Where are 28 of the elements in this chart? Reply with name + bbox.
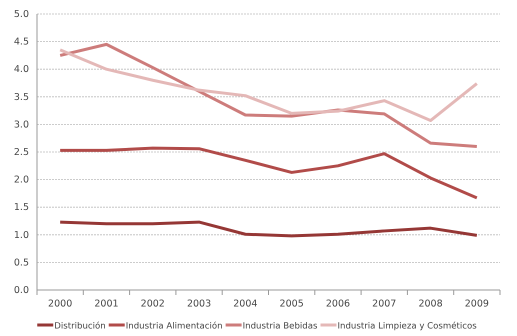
- line-series: [58, 48, 478, 122]
- legend-label: Industria Alimentación: [126, 322, 223, 332]
- y-tick-label: 2.0: [14, 174, 29, 186]
- line-series: [58, 220, 478, 238]
- y-tick-label: 3.5: [14, 92, 29, 103]
- x-tick-label: 2004: [233, 298, 258, 310]
- y-tick-label: 1.5: [14, 202, 29, 214]
- y-tick-label: 5.0: [14, 9, 29, 20]
- line-series: [58, 146, 478, 200]
- y-tick-label: 3.0: [14, 119, 29, 130]
- x-tick-label: 2001: [94, 298, 119, 310]
- y-tick-label: 0.5: [14, 257, 29, 268]
- legend-label: Distribución: [54, 322, 106, 332]
- y-tick-label: 0.0: [14, 285, 29, 296]
- y-tick-label: 1.0: [14, 230, 29, 241]
- y-tick-label: 2.5: [14, 147, 29, 158]
- x-tick-label: 2007: [372, 298, 396, 310]
- x-tick-label: 2002: [140, 298, 165, 310]
- x-tick-label: 2005: [280, 298, 304, 310]
- x-tick-label: 2006: [326, 298, 350, 310]
- x-tick-label: 2003: [186, 298, 212, 310]
- x-tick-label: 2000: [48, 298, 72, 310]
- legend-label: Industria Bebidas: [242, 322, 318, 332]
- x-tick-label: 2009: [464, 298, 489, 310]
- y-tick-label: 4.0: [14, 64, 29, 76]
- x-tick-label: 2008: [418, 298, 443, 310]
- y-tick-label: 4.5: [14, 36, 29, 48]
- legend-label: Industria Limpieza y Cosméticos: [337, 322, 478, 332]
